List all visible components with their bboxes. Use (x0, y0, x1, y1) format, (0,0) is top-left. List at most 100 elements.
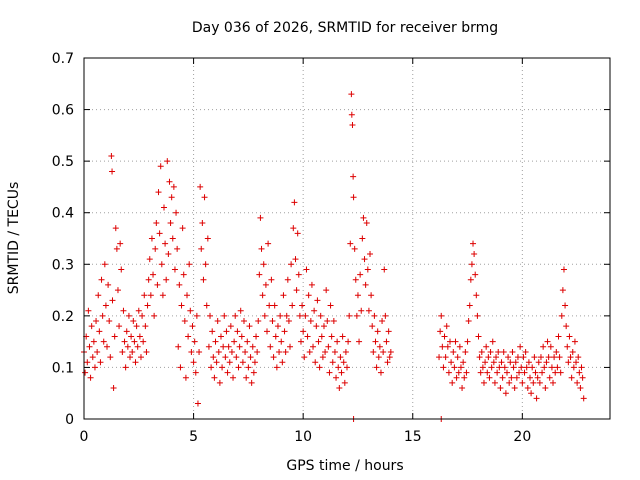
data-point (127, 354, 134, 361)
data-point (440, 364, 447, 371)
data-point (348, 91, 355, 98)
data-point (159, 292, 166, 299)
data-point (196, 348, 203, 355)
data-point (148, 235, 155, 242)
data-point (500, 348, 507, 355)
data-point (466, 302, 473, 309)
data-point (268, 276, 275, 283)
data-point (534, 374, 541, 381)
data-point (199, 220, 206, 227)
data-point (349, 122, 356, 129)
data-point (346, 312, 353, 319)
data-point (351, 245, 358, 252)
data-point (201, 194, 208, 201)
data-point (291, 199, 298, 206)
data-point (227, 323, 234, 330)
data-point (336, 385, 343, 392)
x-tick-label: 0 (80, 429, 89, 445)
data-point (479, 364, 486, 371)
data-point (553, 348, 560, 355)
data-point (132, 359, 139, 366)
data-point (267, 343, 274, 350)
data-point (311, 307, 318, 314)
data-point (543, 359, 550, 366)
data-point (315, 338, 322, 345)
data-point (98, 276, 105, 283)
data-point (344, 364, 350, 371)
data-point (338, 369, 345, 376)
data-point (139, 312, 146, 319)
x-tick-label: 15 (404, 429, 422, 445)
data-point (562, 302, 569, 309)
data-point (217, 333, 224, 340)
data-point (323, 287, 330, 294)
data-point (359, 235, 366, 242)
data-point (266, 302, 273, 309)
data-point (342, 348, 349, 355)
data-point (234, 328, 241, 335)
data-point (308, 281, 315, 288)
data-point (335, 364, 342, 371)
data-point (537, 354, 544, 361)
data-point (130, 318, 137, 325)
data-point (544, 338, 551, 345)
data-point (387, 348, 394, 355)
data-point (284, 276, 291, 283)
data-point (570, 364, 577, 371)
data-point (194, 400, 201, 407)
data-point (106, 318, 113, 325)
data-point (110, 385, 117, 392)
data-point (499, 374, 506, 381)
data-point (374, 328, 381, 335)
data-point (376, 343, 383, 350)
data-point (182, 374, 189, 381)
y-tick-label: 0 (65, 412, 74, 428)
data-point (264, 328, 271, 335)
data-point (253, 333, 260, 340)
data-point (520, 354, 527, 361)
data-point (144, 302, 151, 309)
data-point (211, 374, 218, 381)
data-point (303, 266, 310, 273)
data-point (337, 354, 344, 361)
data-point (519, 379, 526, 386)
data-point (193, 312, 200, 319)
data-point (468, 261, 475, 268)
data-point (95, 292, 102, 299)
data-point (250, 369, 257, 376)
data-point (493, 354, 500, 361)
data-point (133, 323, 140, 330)
data-point (465, 318, 472, 325)
data-point (223, 328, 230, 335)
data-point (112, 225, 119, 232)
data-point (317, 312, 324, 319)
data-point (576, 369, 583, 376)
data-point (169, 235, 176, 242)
data-point (329, 359, 336, 366)
data-point (305, 292, 312, 299)
data-point (345, 338, 352, 345)
data-point (535, 359, 542, 366)
data-point (232, 312, 239, 319)
data-point (473, 292, 480, 299)
data-points (81, 91, 587, 422)
data-point (445, 369, 452, 376)
data-point (200, 276, 207, 283)
y-tick-label: 0.1 (52, 360, 74, 376)
data-point (293, 287, 300, 294)
data-point (89, 354, 96, 361)
data-point (118, 266, 125, 273)
data-point (454, 354, 461, 361)
data-point (261, 312, 268, 319)
data-point (362, 281, 369, 288)
data-point (152, 245, 159, 252)
data-point (134, 343, 141, 350)
data-point (541, 364, 548, 371)
data-point (501, 364, 508, 371)
data-point (360, 214, 367, 221)
data-point (100, 338, 107, 345)
data-point (364, 266, 371, 273)
data-point (178, 302, 185, 309)
data-point (508, 374, 515, 381)
data-point (505, 354, 512, 361)
